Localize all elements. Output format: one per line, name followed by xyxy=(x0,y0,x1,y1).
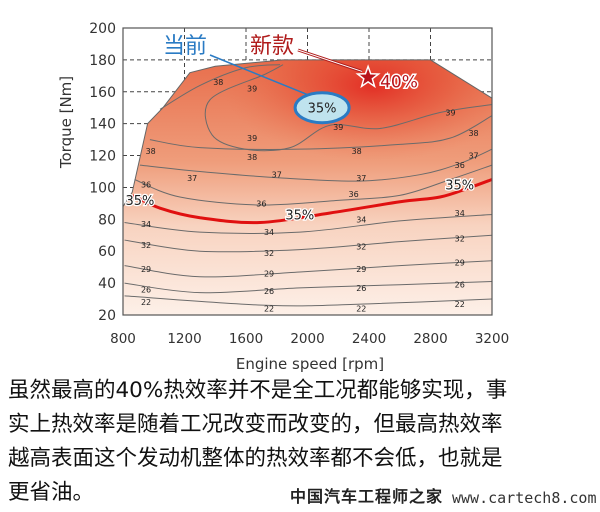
x-tick-label: 2400 xyxy=(352,331,386,347)
contour-label: 32 xyxy=(264,249,274,258)
y-tick-label: 160 xyxy=(89,85,116,101)
contour-label: 36 xyxy=(455,161,465,170)
contour-label: 37 xyxy=(187,174,197,183)
contour-label: 29 xyxy=(264,270,274,279)
contour-label: 34 xyxy=(141,220,151,229)
contour-label: 38 xyxy=(213,78,223,87)
x-tick-label: 2800 xyxy=(413,331,447,347)
contour-35-highlight xyxy=(132,178,493,225)
watermark-name: 中国汽车工程师之家 xyxy=(290,487,444,506)
contour-label: 38 xyxy=(468,129,478,138)
contour-labels: 22 22 22 22 26 26 26 26 29 29 29 29 32 32 32 32 34 34 34 34… xyxy=(124,78,478,314)
star-icon xyxy=(355,64,381,89)
contour-label: 22 xyxy=(141,298,151,307)
contour-label: 38 xyxy=(146,147,156,156)
y-tick-label: 140 xyxy=(89,117,116,133)
contour-lines xyxy=(122,59,493,307)
y-tick-label: 80 xyxy=(98,212,116,228)
contour-label: 36 xyxy=(256,199,266,208)
y-tick-label: 180 xyxy=(89,53,116,69)
contour-label: 34 xyxy=(264,228,274,237)
contour-label: 26 xyxy=(264,287,274,296)
contour-line-36 xyxy=(134,164,493,206)
x-axis-ticks: 800 1200 1600 2000 2400 2800 3200 xyxy=(110,331,509,347)
contour-label: 22 xyxy=(455,300,465,309)
contour-label: 39 xyxy=(247,85,257,94)
contour-line-26 xyxy=(124,281,493,294)
caption-line: 实上热效率是随着工况改变而改变的，但最高热效率 xyxy=(8,412,503,437)
contour-label: 32 xyxy=(141,241,151,250)
y-axis-ticks: 20 40 60 80 100 120 140 160 180 200 xyxy=(89,21,116,324)
contour-label: 22 xyxy=(356,305,366,314)
watermark-url: www.cartech8.com xyxy=(452,489,597,507)
contour-label: 34 xyxy=(356,215,366,224)
contour-label: 37 xyxy=(468,152,478,161)
contour-line-22 xyxy=(124,295,493,307)
plot-frame xyxy=(122,27,493,316)
contour-label: 26 xyxy=(356,284,366,293)
x-tick-label: 2000 xyxy=(290,331,324,347)
contour-label: 38 xyxy=(247,153,257,162)
x-tick-label: 1200 xyxy=(167,331,201,347)
contour-label: 32 xyxy=(356,242,366,251)
contour-line-32 xyxy=(124,234,493,253)
contour-label: 36 xyxy=(141,180,151,189)
y-tick-label: 120 xyxy=(89,149,116,165)
x-tick-label: 1600 xyxy=(229,331,263,347)
x-tick-label: 3200 xyxy=(475,331,509,347)
x-axis-label: Engine speed [rpm] xyxy=(236,355,384,373)
y-tick-label: 100 xyxy=(89,180,116,196)
annotations: 35% 当前 新款 40% xyxy=(163,34,419,125)
y-tick-label: 200 xyxy=(89,21,116,37)
contour-label: 29 xyxy=(455,258,465,267)
contour-label: 37 xyxy=(272,171,282,180)
contour-35-label: 35% xyxy=(285,209,314,224)
current-leader-line xyxy=(209,54,311,97)
y-tick-label: 40 xyxy=(98,276,116,292)
contour-line-38 xyxy=(149,115,493,150)
caption-line: 更省油。 xyxy=(8,480,95,505)
contour-label: 29 xyxy=(141,265,151,274)
caption-line: 虽然最高的40%热效率并不是全工况都能够实现，事 xyxy=(8,378,508,403)
contour-line-29 xyxy=(124,260,493,278)
caption-line: 越高表面这个发动机整体的热效率都不会低，也就是 xyxy=(8,446,503,471)
contour-line-37 xyxy=(139,148,493,182)
contour-line-38 xyxy=(159,64,281,110)
contour-label: 26 xyxy=(455,281,465,290)
y-tick-label: 60 xyxy=(98,244,116,260)
contour-label: 34 xyxy=(455,209,465,218)
contour-35-label: 35% xyxy=(125,194,154,209)
caption: 虽然最高的40%热效率并不是全工况都能够实现，事 实上热效率是随着工况改变而改变… xyxy=(8,374,598,510)
new-efficiency-value: 40% xyxy=(380,72,418,92)
y-tick-label: 20 xyxy=(98,308,116,324)
contour-label: 37 xyxy=(356,174,366,183)
contour-label: 26 xyxy=(141,285,151,294)
current-efficiency-value: 35% xyxy=(308,102,337,117)
x-tick-label: 800 xyxy=(110,331,136,347)
full-load-curve xyxy=(122,59,493,207)
contour-label: 36 xyxy=(349,190,359,199)
contour-label: 38 xyxy=(352,147,362,156)
new-label: 新款 xyxy=(250,34,294,59)
contour-35-label: 35% xyxy=(445,178,474,193)
y-axis-label: Torque [Nm] xyxy=(57,76,75,169)
current-label: 当前 xyxy=(163,34,207,59)
contour-label: 32 xyxy=(455,234,465,243)
contour-label: 39 xyxy=(333,123,343,132)
new-leader-line-inner xyxy=(297,49,363,72)
contour-label: 39 xyxy=(247,134,257,143)
contour-label: 29 xyxy=(356,265,366,274)
contour-label: 39 xyxy=(445,109,455,118)
contour-label: 22 xyxy=(264,305,274,314)
contour-line-39 xyxy=(204,64,493,152)
current-efficiency-bubble xyxy=(293,91,351,125)
engine-efficiency-map: 22 22 22 22 26 26 26 26 29 29 29 29 32 32 32 32 34 34 34 34… xyxy=(57,21,509,373)
contour-line-34 xyxy=(124,214,493,234)
